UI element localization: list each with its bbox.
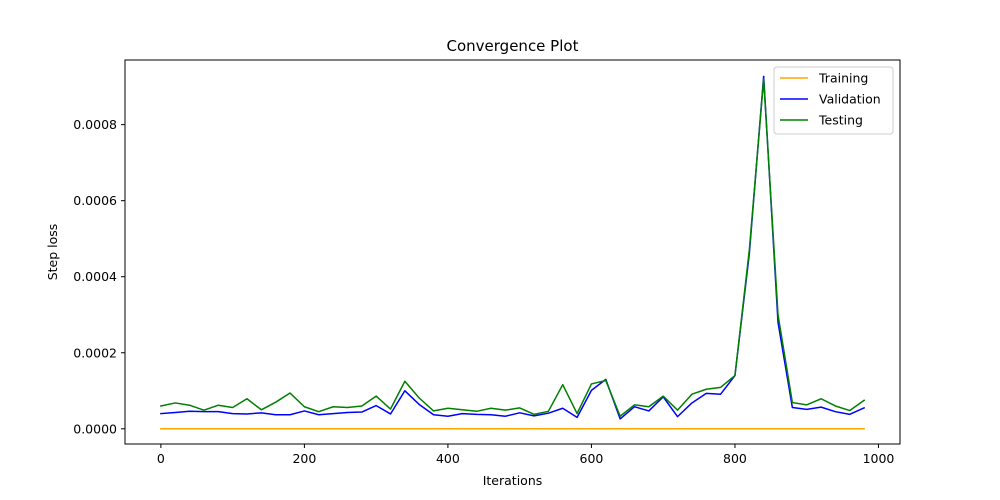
y-tick-label: 0.0006 — [73, 193, 117, 208]
plot-frame — [124, 59, 901, 445]
x-tick-label: 200 — [292, 451, 316, 466]
x-tick-label: 1000 — [863, 451, 895, 466]
legend-box — [773, 66, 894, 135]
x-tick-label: 400 — [436, 451, 460, 466]
y-axis-title: Step loss — [45, 224, 60, 281]
x-axis: 0 200 400 600 800 1000 — [157, 444, 895, 466]
x-tick-label: 800 — [723, 451, 747, 466]
series-line-testing — [159, 78, 866, 417]
x-tick-label: 0 — [157, 451, 165, 466]
y-tick-label: 0.0008 — [73, 117, 117, 132]
legend-label-training: Training — [818, 71, 868, 86]
legend-label-testing: Testing — [818, 113, 863, 128]
chart-title: Convergence Plot — [447, 37, 579, 55]
y-tick-label: 0.0000 — [73, 421, 117, 436]
legend-label-validation: Validation — [819, 92, 881, 107]
y-tick-label: 0.0002 — [73, 345, 117, 360]
x-axis-title: Iterations — [483, 473, 543, 488]
x-tick-label: 600 — [580, 451, 604, 466]
y-axis: 0.0000 0.0002 0.0004 0.0006 0.0008 — [73, 117, 125, 436]
series-layer — [159, 75, 866, 430]
legend: Training Validation Testing — [773, 66, 894, 135]
y-tick-label: 0.0004 — [73, 269, 117, 284]
